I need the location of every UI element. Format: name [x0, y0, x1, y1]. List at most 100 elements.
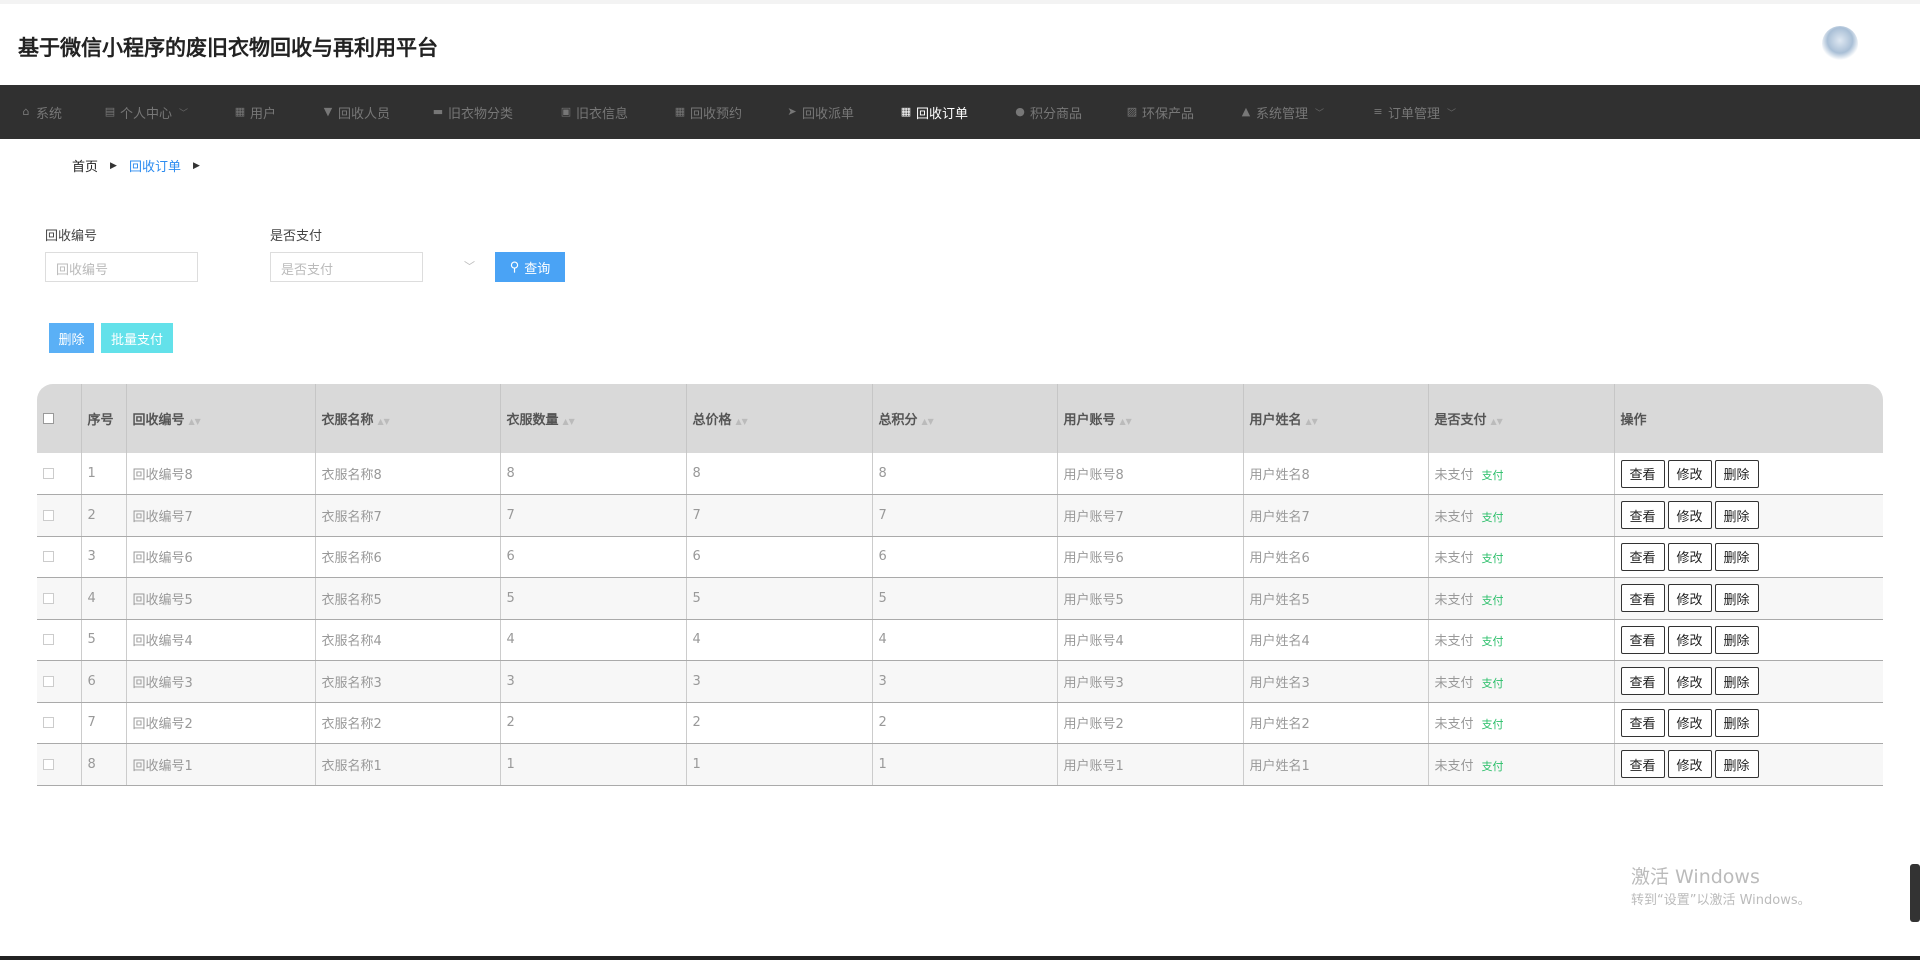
nav-item-11[interactable]: ▲ 系统管理 ﹀ — [1240, 85, 1324, 139]
sort-icon[interactable]: ▲▼ — [1305, 417, 1318, 426]
row-select-cell — [37, 619, 82, 661]
pay-link[interactable]: 支付 — [1481, 469, 1504, 482]
recycle-no-input[interactable]: 回收编号 — [45, 252, 198, 282]
column-header[interactable]: 用户姓名 ▲▼ — [1243, 384, 1429, 453]
column-header[interactable]: 总积分 ▲▼ — [872, 384, 1058, 453]
pay-link[interactable]: 支付 — [1481, 552, 1504, 566]
nav-item-6[interactable]: ▦ 回收预约 — [674, 85, 742, 139]
paid-cell: 未支付 支付 — [1428, 660, 1615, 703]
nav-item-12[interactable]: ≡ 订单管理 ﹀ — [1372, 85, 1456, 139]
query-button[interactable]: ⚲ 查询 — [495, 252, 565, 282]
nav-item-9[interactable]: ● 积分商品 — [1014, 85, 1082, 139]
taskbar-edge — [0, 956, 1920, 960]
view-button[interactable]: 查看 — [1620, 501, 1665, 530]
sort-icon[interactable]: ▲▼ — [1490, 417, 1503, 426]
row-checkbox[interactable] — [43, 551, 54, 563]
table-cell: 8 — [81, 743, 127, 786]
sort-icon[interactable]: ▲▼ — [735, 417, 748, 426]
row-checkbox[interactable] — [43, 758, 54, 770]
nav-item-7[interactable]: ➤ 回收派单 — [786, 85, 854, 139]
batch-pay-button[interactable]: 批量支付 — [101, 323, 173, 353]
avatar[interactable] — [1822, 26, 1858, 62]
column-header[interactable]: 用户账号 ▲▼ — [1057, 384, 1244, 453]
side-widget[interactable] — [1910, 864, 1920, 922]
delete-row-button[interactable]: 删除 — [1714, 667, 1759, 696]
breadcrumb-current[interactable]: 回收订单 — [128, 160, 181, 175]
column-header[interactable]: 总价格 ▲▼ — [686, 384, 873, 453]
edit-button[interactable]: 修改 — [1667, 625, 1712, 654]
column-header[interactable]: 回收编号 ▲▼ — [126, 384, 316, 453]
nav-item-5[interactable]: ▣ 旧衣信息 — [560, 85, 628, 139]
view-button[interactable]: 查看 — [1620, 584, 1665, 613]
sort-icon[interactable]: ▲▼ — [188, 417, 201, 426]
view-button[interactable]: 查看 — [1620, 667, 1665, 696]
column-header[interactable]: 衣服名称 ▲▼ — [315, 384, 501, 453]
row-checkbox[interactable] — [43, 717, 54, 729]
column-header[interactable]: 衣服数量 ▲▼ — [500, 384, 687, 453]
table-cell: 衣服名称3 — [315, 660, 501, 703]
edit-button[interactable]: 修改 — [1667, 459, 1712, 488]
nav-item-3[interactable]: ▼ 回收人员 — [322, 85, 390, 139]
row-checkbox[interactable] — [43, 675, 54, 687]
chevron-down-icon[interactable]: ﹀ — [464, 260, 475, 273]
row-checkbox[interactable] — [43, 592, 54, 604]
nav-item-8[interactable]: ▦ 回收订单 — [900, 85, 968, 139]
sort-icon[interactable]: ▲▼ — [562, 417, 575, 426]
paid-status: 未支付 — [1434, 551, 1474, 567]
edit-button[interactable]: 修改 — [1667, 708, 1712, 737]
sort-icon[interactable]: ▲▼ — [1119, 417, 1132, 426]
edit-button[interactable]: 修改 — [1667, 667, 1712, 696]
edit-button[interactable]: 修改 — [1667, 542, 1712, 571]
view-button[interactable]: 查看 — [1620, 542, 1665, 571]
pay-link[interactable]: 支付 — [1481, 718, 1504, 732]
delete-row-button[interactable]: 删除 — [1714, 625, 1759, 654]
table-row: 7 回收编号2 衣服名称2 2 2 2 用户账号2 用户姓名2 未支付 支付 查看 修改 删除 — [37, 702, 1883, 744]
view-button[interactable]: 查看 — [1620, 708, 1665, 737]
select-all-checkbox[interactable] — [43, 413, 54, 424]
table-cell: 用户账号7 — [1057, 494, 1244, 537]
nav-item-4[interactable]: ▬ 旧衣物分类 — [432, 85, 513, 139]
row-checkbox[interactable] — [43, 509, 54, 521]
pay-link[interactable]: 支付 — [1481, 676, 1504, 690]
paid-select[interactable]: 是否支付 — [270, 252, 423, 282]
table-cell: 回收编号8 — [126, 453, 316, 495]
row-checkbox[interactable] — [43, 634, 54, 646]
paid-cell: 未支付 支付 — [1428, 577, 1615, 620]
pay-link[interactable]: 支付 — [1481, 510, 1504, 524]
delete-row-button[interactable]: 删除 — [1714, 542, 1759, 571]
nav-item-0[interactable]: ⌂ 系统 — [20, 85, 63, 139]
nav-item-10[interactable]: ▨ 环保产品 — [1126, 85, 1194, 139]
table-cell: 衣服名称4 — [315, 619, 501, 661]
sort-icon[interactable]: ▲▼ — [921, 417, 934, 426]
delete-row-button[interactable]: 删除 — [1714, 501, 1759, 530]
view-button[interactable]: 查看 — [1620, 459, 1665, 488]
table-cell: 1 — [500, 743, 687, 786]
delete-row-button[interactable]: 删除 — [1714, 459, 1759, 488]
breadcrumb-home[interactable]: 首页 — [72, 160, 99, 175]
paid-status: 未支付 — [1434, 468, 1474, 483]
pay-link[interactable]: 支付 — [1481, 593, 1504, 607]
table-cell: 用户姓名7 — [1243, 494, 1429, 537]
row-select-cell — [37, 743, 82, 786]
edit-button[interactable]: 修改 — [1667, 584, 1712, 613]
row-checkbox[interactable] — [43, 468, 54, 479]
column-header[interactable]: 是否支付 ▲▼ — [1428, 384, 1615, 453]
row-select-cell — [37, 536, 82, 578]
actions-cell: 查看 修改 删除 — [1614, 619, 1883, 661]
actions-cell: 查看 修改 删除 — [1614, 660, 1883, 703]
nav-item-1[interactable]: ▤ 个人中心 ﹀ — [104, 85, 188, 139]
delete-row-button[interactable]: 删除 — [1714, 584, 1759, 613]
edit-button[interactable]: 修改 — [1667, 501, 1712, 530]
delete-row-button[interactable]: 删除 — [1714, 708, 1759, 737]
view-button[interactable]: 查看 — [1620, 750, 1665, 779]
delete-button[interactable]: 删除 — [49, 323, 94, 353]
table-row: 4 回收编号5 衣服名称5 5 5 5 用户账号5 用户姓名5 未支付 支付 查看 修改 删除 — [37, 577, 1883, 620]
view-button[interactable]: 查看 — [1620, 625, 1665, 654]
pay-link[interactable]: 支付 — [1481, 759, 1504, 773]
edit-button[interactable]: 修改 — [1667, 750, 1712, 779]
pay-link[interactable]: 支付 — [1481, 635, 1504, 649]
delete-row-button[interactable]: 删除 — [1714, 750, 1759, 779]
sort-icon[interactable]: ▲▼ — [377, 417, 390, 426]
nav-item-2[interactable]: ▦ 用户 — [234, 85, 276, 139]
grid-icon: ▦ — [674, 105, 686, 118]
